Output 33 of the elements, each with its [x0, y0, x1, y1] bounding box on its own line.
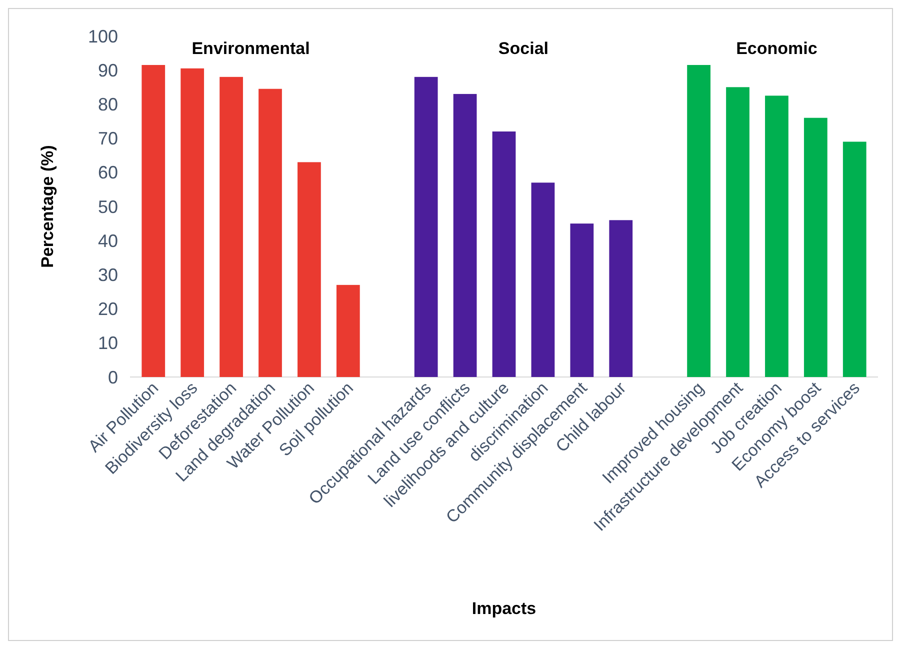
bar — [726, 87, 750, 377]
bar — [336, 284, 360, 377]
bar — [765, 96, 788, 377]
bar — [298, 162, 321, 377]
y-tick-label: 40 — [98, 230, 118, 251]
bar — [453, 94, 477, 377]
bar — [220, 76, 243, 377]
x-axis-title: Impacts — [472, 599, 536, 618]
y-tick-label: 90 — [98, 60, 118, 80]
series-label: Environmental — [192, 39, 310, 58]
bar — [492, 131, 516, 377]
y-tick-label: 100 — [88, 26, 118, 46]
text: Social — [498, 39, 549, 58]
bar — [142, 64, 166, 377]
y-tick-label: 0 — [108, 367, 118, 388]
bar — [180, 68, 204, 377]
y-tick-label: 20 — [98, 299, 118, 320]
bar — [414, 76, 438, 377]
bar — [570, 224, 594, 377]
bar — [531, 182, 555, 377]
bar — [804, 118, 828, 377]
series-label: Economic — [736, 39, 818, 58]
y-tick-label: 30 — [98, 265, 118, 285]
bar — [687, 64, 710, 377]
y-tick-label: 70 — [98, 128, 118, 149]
bar — [609, 220, 633, 377]
y-axis-title: Percentage (%) — [38, 145, 57, 268]
y-tick-label: 10 — [98, 333, 118, 354]
y-tick-label: 80 — [98, 94, 118, 114]
y-tick-label: 50 — [98, 196, 118, 217]
bar — [258, 88, 282, 377]
y-tick-label: 60 — [98, 162, 118, 183]
bar — [842, 142, 866, 377]
